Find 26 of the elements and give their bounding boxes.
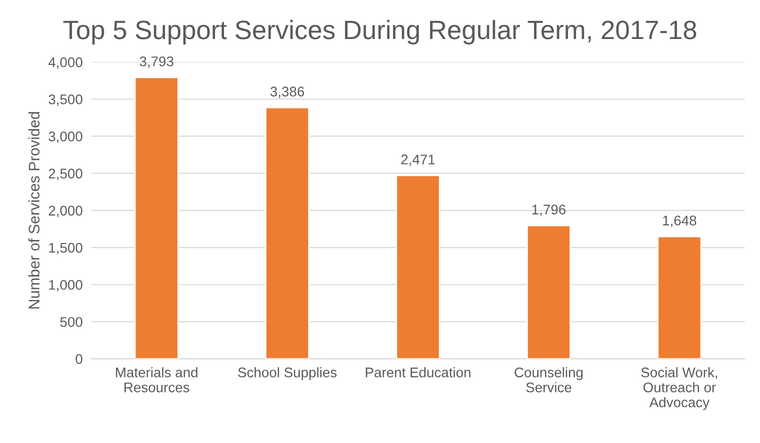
data-label: 3,793 (140, 56, 174, 68)
bar (396, 174, 440, 359)
y-tick-label: 0 (76, 354, 82, 364)
y-tick-label: 1,500 (49, 242, 82, 254)
data-label: 1,796 (532, 204, 566, 216)
bar (526, 224, 571, 359)
x-tick-label: Counseling Service (514, 367, 583, 392)
x-tick-label: School Supplies (238, 367, 337, 380)
x-tick-label: Parent Education (366, 367, 470, 378)
y-tick-label: 1,000 (49, 280, 82, 292)
bar (134, 76, 179, 359)
y-tick-label: 2,000 (48, 206, 82, 218)
chart-title: Top 5 Support Services During Regular Term, 2017-18 (63, 20, 696, 45)
y-tick-label: 3,000 (48, 132, 82, 144)
bar (657, 236, 702, 359)
y-tick-label: 4,000 (48, 57, 82, 69)
y-tick-label: 2,500 (48, 168, 82, 180)
data-label: 3,386 (270, 86, 304, 98)
y-tick-label: 500 (60, 317, 82, 327)
y-axis-title: Number of Services Provided (28, 112, 40, 309)
y-tick-label: 3,500 (48, 94, 82, 106)
x-tick-label: Social Work, Outreach or Advocacy (641, 367, 718, 410)
x-tick-label: Materials and Resources (116, 367, 198, 392)
bar (265, 106, 310, 359)
data-label: 2,471 (401, 154, 435, 166)
data-label: 1,648 (663, 216, 696, 228)
